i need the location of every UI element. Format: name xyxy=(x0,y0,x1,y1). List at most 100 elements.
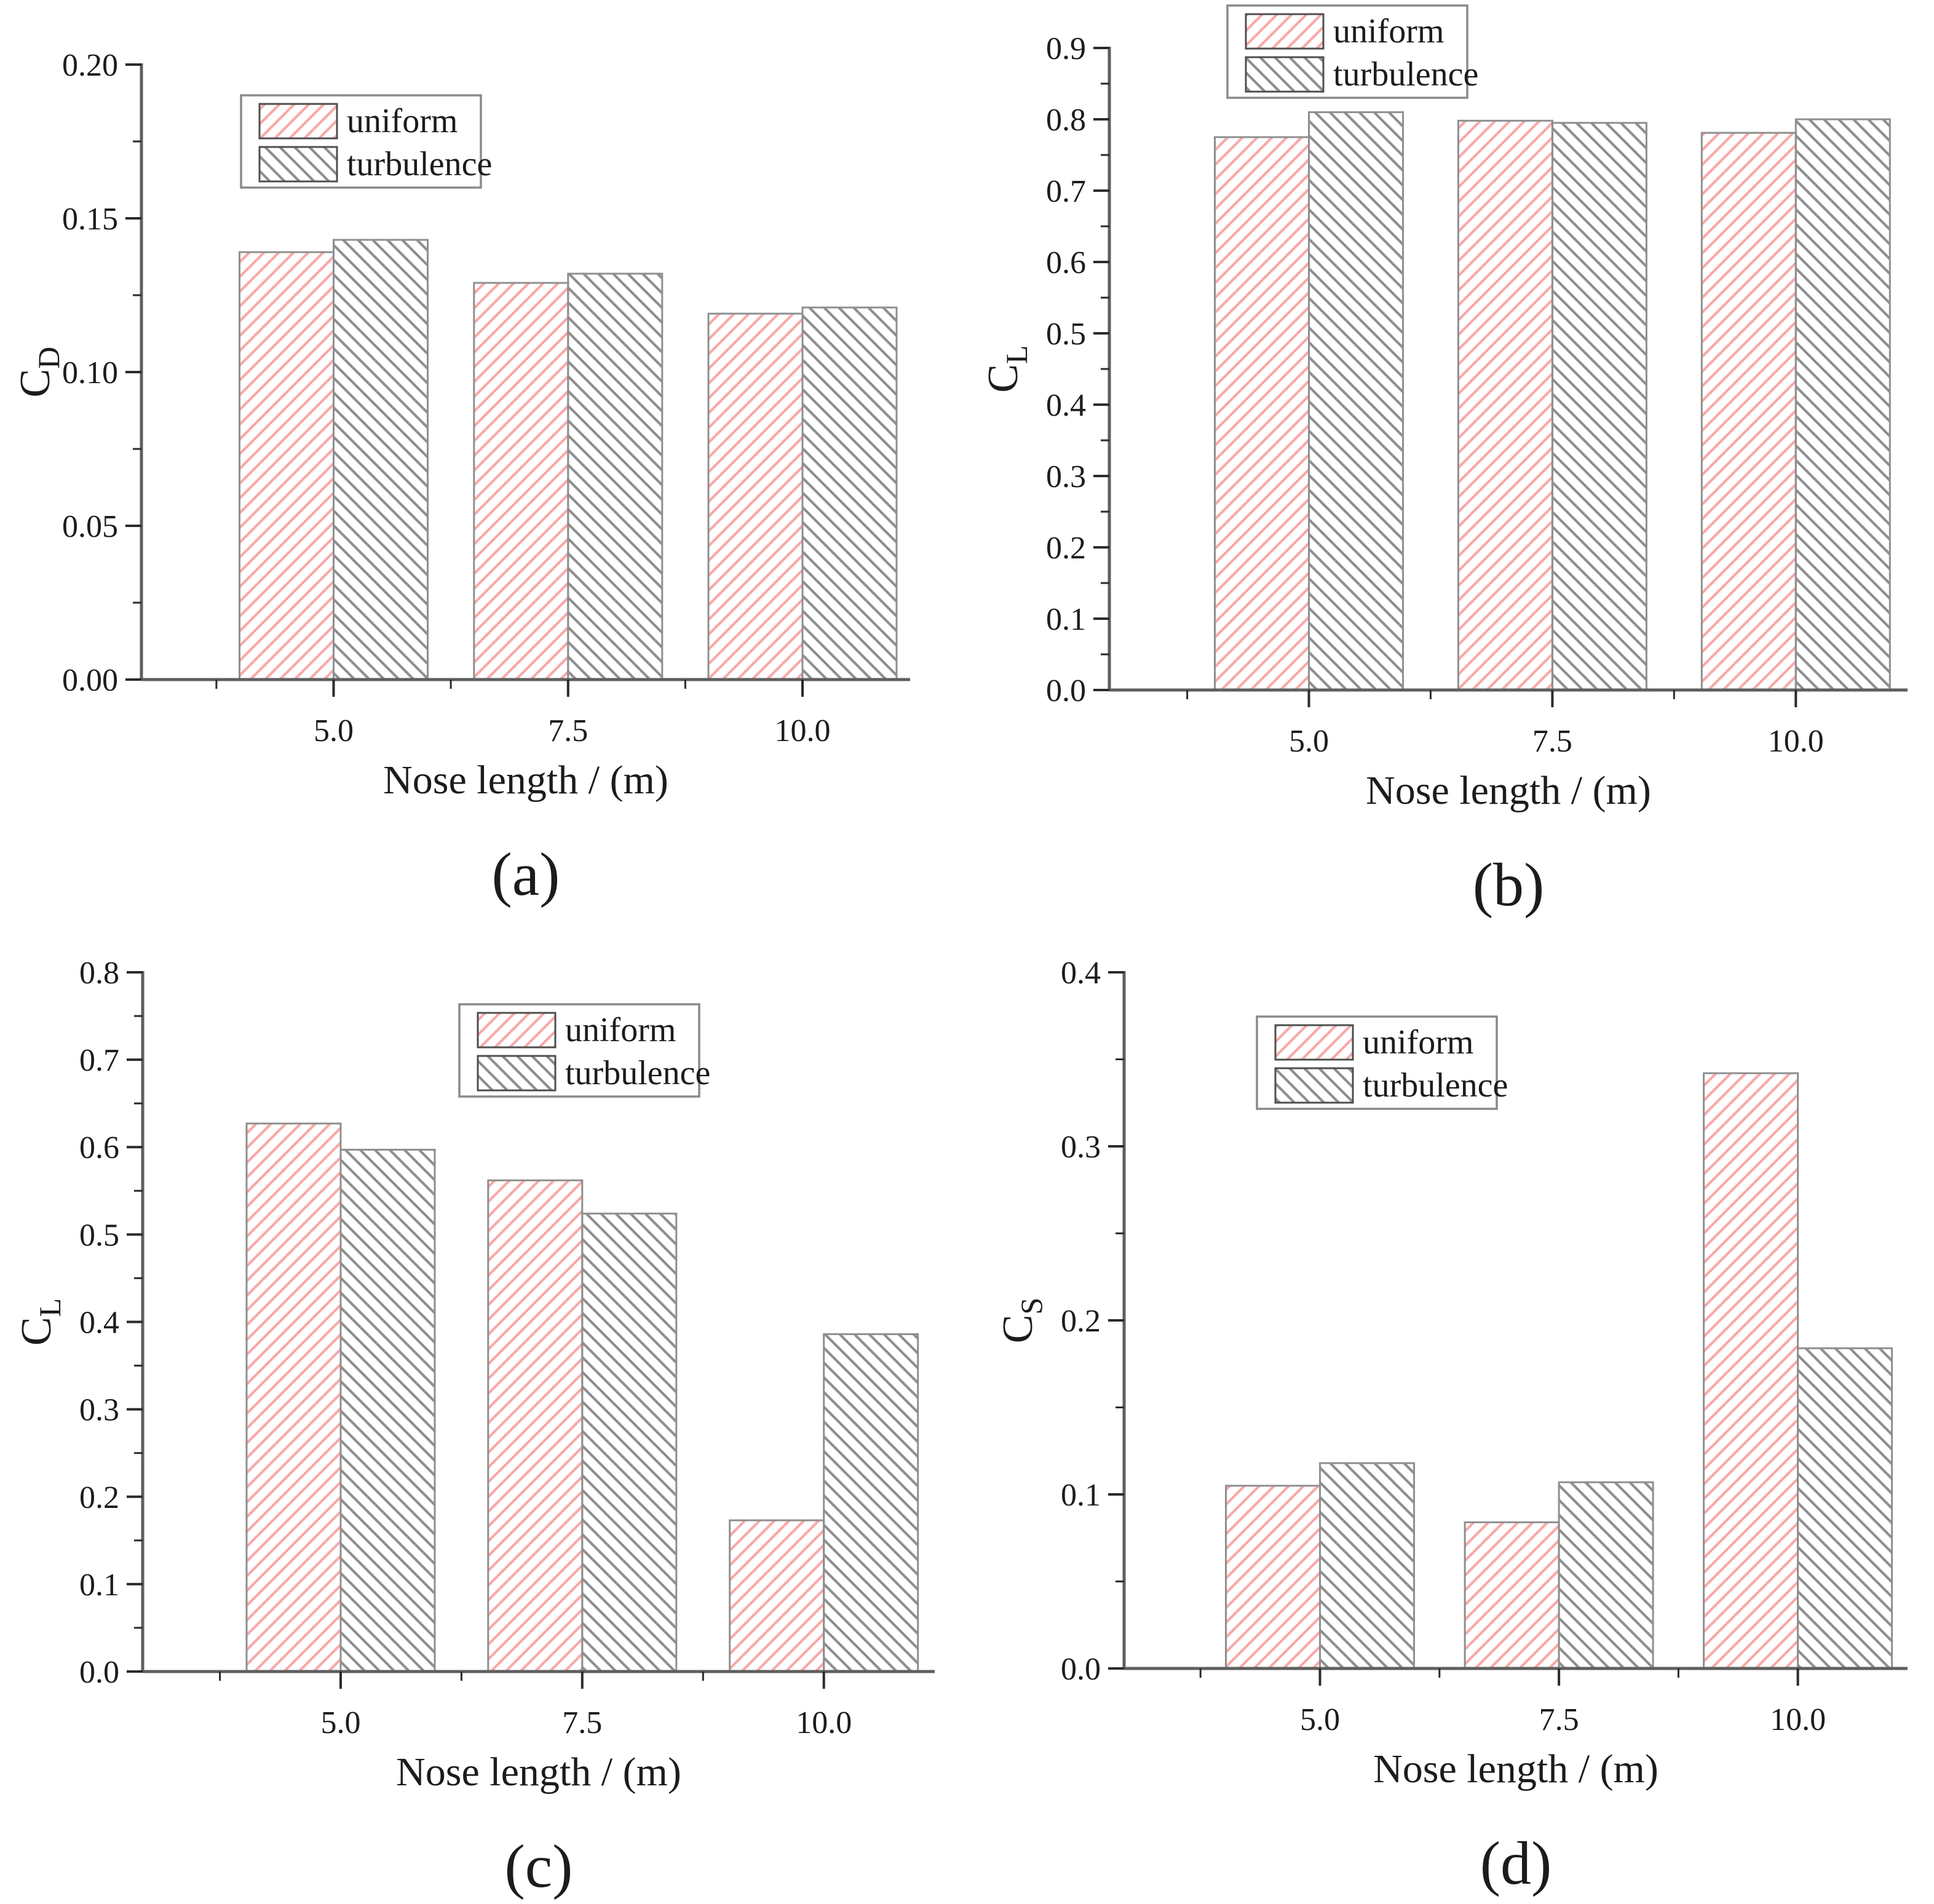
legend: uniform turbulence xyxy=(458,1003,710,1098)
y-tick-label: 0.5 xyxy=(1046,317,1086,352)
panel-caption: (b) xyxy=(1473,851,1545,919)
legend-swatch-turbulence xyxy=(1274,1067,1354,1104)
bar-turbulence-5.0 xyxy=(1319,1462,1415,1670)
x-tick-label: 10.0 xyxy=(775,713,831,748)
legend-swatch-uniform xyxy=(258,103,338,140)
y-tick-label: 0.10 xyxy=(62,355,118,391)
x-axis-label: Nose length / (m) xyxy=(383,758,668,803)
y-tick-label: 0.20 xyxy=(62,48,118,83)
legend-swatch-uniform xyxy=(1245,13,1325,50)
y-tick-label: 0.4 xyxy=(1046,388,1086,423)
x-tick-label: 7.5 xyxy=(562,1705,602,1740)
legend: uniform turbulence xyxy=(1256,1015,1508,1110)
legend-label-uniform: uniform xyxy=(347,102,458,140)
bar-turbulence-10.0 xyxy=(801,306,898,681)
y-tick-label: 0.5 xyxy=(79,1218,119,1253)
x-tick-label: 10.0 xyxy=(1770,1702,1826,1737)
y-axis-label: CL xyxy=(980,345,1034,392)
chart-panel-a: 0.00 0.05 0.10 0.15 0.20 5.0 7.5 10.0 CD Nose len… xyxy=(0,0,967,952)
y-tick-label: 0.2 xyxy=(1046,531,1086,566)
bar-turbulence-7.5 xyxy=(581,1212,678,1673)
chart-panel-b: 0.0 0.1 0.2 0.3 0.4 0.5 0.6 0.7 0.8 0.9 5.0 7.5 10.0… xyxy=(967,0,1934,952)
y-tick-label: 0.0 xyxy=(79,1655,119,1690)
legend-label-turbulence: turbulence xyxy=(347,145,492,183)
bar-uniform-10.0 xyxy=(729,1519,825,1673)
y-tick-label: 0.1 xyxy=(1046,602,1086,637)
panel-caption: (c) xyxy=(505,1832,573,1900)
bar-uniform-10.0 xyxy=(707,312,804,681)
x-tick-label: 10.0 xyxy=(796,1705,852,1740)
y-tick-label: 0.2 xyxy=(1061,1304,1101,1339)
y-tick-label: 0.7 xyxy=(79,1043,119,1078)
y-tick-label: 0.1 xyxy=(1061,1478,1101,1513)
chart-a-svg: 0.00 0.05 0.10 0.15 0.20 5.0 7.5 10.0 CD Nose len… xyxy=(12,48,910,908)
chart-panel-d: 0.0 0.1 0.2 0.3 0.4 5.0 7.5 10.0 CS Nose length /… xyxy=(967,952,1934,1904)
bar-uniform-10.0 xyxy=(1703,1072,1799,1670)
y-tick-label: 0.3 xyxy=(1061,1130,1101,1165)
y-tick-label: 0.3 xyxy=(79,1393,119,1428)
y-tick-label: 0.8 xyxy=(1046,103,1086,138)
bar-turbulence-5.0 xyxy=(339,1149,436,1673)
legend-item-turbulence: turbulence xyxy=(1274,1066,1508,1105)
y-tick-label: 0.3 xyxy=(1046,459,1086,494)
x-tick-label: 7.5 xyxy=(1539,1702,1579,1737)
bar-uniform-5.0 xyxy=(245,1122,342,1673)
bar-uniform-7.5 xyxy=(473,282,569,681)
bar-turbulence-10.0 xyxy=(1797,1347,1893,1670)
y-tick-label: 0.7 xyxy=(1046,174,1086,209)
y-tick-label: 0.6 xyxy=(79,1130,119,1165)
legend-swatch-turbulence xyxy=(258,146,338,183)
x-tick-label: 5.0 xyxy=(1300,1702,1340,1737)
x-tick-label: 5.0 xyxy=(321,1705,361,1740)
legend-item-uniform: uniform xyxy=(477,1011,676,1049)
bar-turbulence-5.0 xyxy=(333,239,429,681)
y-tick-label: 0.05 xyxy=(62,509,118,544)
legend-swatch-uniform xyxy=(477,1012,557,1049)
y-tick-label: 0.2 xyxy=(79,1480,119,1515)
x-axis-label: Nose length / (m) xyxy=(1366,768,1651,813)
legend-label-turbulence: turbulence xyxy=(565,1054,710,1092)
y-tick-label: 0.6 xyxy=(1046,245,1086,280)
bar-turbulence-7.5 xyxy=(1558,1481,1654,1670)
y-tick-label: 0.1 xyxy=(79,1568,119,1603)
chart-panel-c: 0.0 0.1 0.2 0.3 0.4 0.5 0.6 0.7 0.8 5.0 7.5 10.0 CL N… xyxy=(0,952,967,1904)
bar-turbulence-10.0 xyxy=(823,1333,919,1673)
legend-item-turbulence: turbulence xyxy=(258,145,492,183)
chart-b-svg: 0.0 0.1 0.2 0.3 0.4 0.5 0.6 0.7 0.8 0.9 5.0 7.5 10.0… xyxy=(980,4,1908,919)
y-tick-label: 0.15 xyxy=(62,202,118,237)
bar-turbulence-7.5 xyxy=(567,272,664,681)
legend-swatch-turbulence xyxy=(1245,56,1325,93)
x-tick-label: 10.0 xyxy=(1768,724,1824,759)
bar-turbulence-10.0 xyxy=(1794,118,1891,691)
legend-item-uniform: uniform xyxy=(258,102,458,140)
panel-caption: (a) xyxy=(492,840,560,908)
y-tick-label: 0.00 xyxy=(62,663,118,698)
legend-label-uniform: uniform xyxy=(1333,12,1444,50)
legend-label-uniform: uniform xyxy=(565,1011,676,1049)
y-axis-label: CL xyxy=(13,1298,67,1346)
legend-item-uniform: uniform xyxy=(1274,1023,1473,1061)
legend-label-turbulence: turbulence xyxy=(1363,1066,1508,1105)
bar-uniform-7.5 xyxy=(1464,1521,1560,1670)
bar-uniform-5.0 xyxy=(1225,1485,1321,1670)
y-axis-label: CD xyxy=(12,347,66,398)
x-tick-label: 5.0 xyxy=(314,713,354,748)
y-tick-label: 0.0 xyxy=(1046,673,1086,708)
y-tick-label: 0.9 xyxy=(1046,31,1086,66)
x-tick-label: 7.5 xyxy=(1532,724,1572,759)
legend-label-uniform: uniform xyxy=(1363,1023,1473,1061)
y-tick-label: 0.4 xyxy=(1061,956,1101,991)
bar-uniform-7.5 xyxy=(487,1179,584,1673)
legend-item-turbulence: turbulence xyxy=(477,1054,710,1092)
chart-d-svg: 0.0 0.1 0.2 0.3 0.4 5.0 7.5 10.0 CS Nose length /… xyxy=(994,956,1908,1897)
y-tick-label: 0.0 xyxy=(1061,1652,1101,1687)
x-axis-label: Nose length / (m) xyxy=(396,1750,681,1795)
bar-turbulence-7.5 xyxy=(1551,122,1647,691)
bar-uniform-10.0 xyxy=(1700,132,1797,691)
y-tick-label: 0.8 xyxy=(79,956,119,991)
legend-swatch-uniform xyxy=(1274,1024,1354,1061)
y-tick-label: 0.4 xyxy=(79,1306,119,1341)
y-axis-label: CS xyxy=(994,1298,1048,1344)
legend-swatch-turbulence xyxy=(477,1055,557,1092)
